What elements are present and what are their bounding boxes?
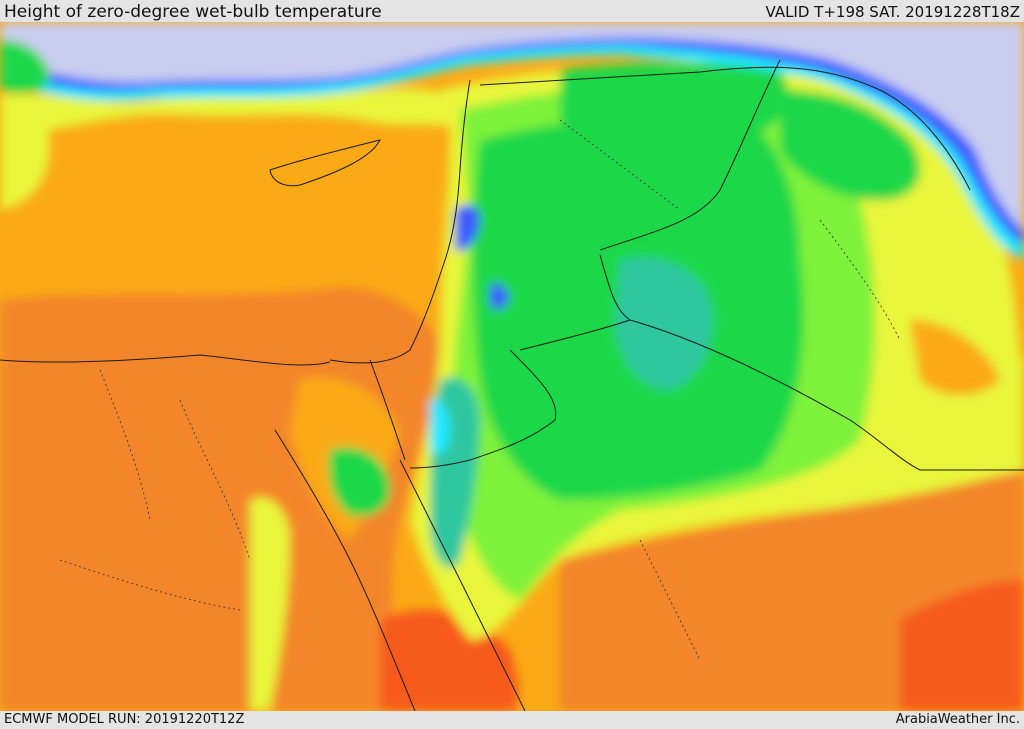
credit: ArabiaWeather Inc.: [895, 712, 1020, 727]
field-cold-sea: [0, 22, 1024, 230]
border-syria-iraq: [599, 59, 781, 251]
field-yellow-nw: [0, 88, 470, 140]
coastline-north-africa: [0, 354, 331, 366]
coastline-levant: [329, 79, 471, 364]
border-jordan-saudi-south: [409, 349, 557, 469]
model-run: ECMWF MODEL RUN: 20191220T12Z: [4, 712, 245, 727]
coastline-red-sea-west: [274, 429, 416, 711]
field-green-north: [560, 62, 788, 144]
field-teal-core: [615, 257, 713, 390]
weather-map[interactable]: [0, 22, 1024, 711]
color-field: [0, 22, 1024, 711]
admin-line-3: [559, 119, 681, 211]
map-canvas: [0, 22, 1024, 711]
borders: [0, 59, 1024, 711]
field-green-nw: [0, 40, 50, 93]
valid-time: VALID T+198 SAT. 20191228T18Z: [765, 3, 1020, 21]
admin-line-6: [59, 559, 241, 611]
border-jordan-saudi: [519, 319, 921, 471]
header-bar: Height of zero-degree wet-bulb temperatu…: [0, 0, 1024, 22]
admin-line-1: [99, 369, 151, 521]
field-green-sinai: [328, 447, 390, 517]
border-sinai: [369, 359, 406, 461]
field-blue-jordan-north: [490, 283, 509, 310]
field-yellow-egypt-strip: [250, 497, 290, 711]
border-jordan-iraq: [599, 254, 631, 321]
admin-lines: [59, 119, 901, 661]
coastline-red-sea-east: [399, 459, 526, 711]
field-cyan-jordan: [430, 399, 450, 454]
field-cyan-lebanon: [455, 204, 480, 251]
coastline-anatolia: [479, 66, 971, 191]
cyprus-outline: [269, 139, 381, 187]
footer-bar: ECMWF MODEL RUN: 20191220T12Z ArabiaWeat…: [0, 711, 1024, 729]
field-orange-iraq: [910, 320, 1000, 395]
map-title: Height of zero-degree wet-bulb temperatu…: [4, 2, 382, 22]
field-yellow-west-edge: [0, 100, 50, 210]
field-red-se2: [900, 580, 1024, 711]
field-green-east: [780, 90, 920, 200]
